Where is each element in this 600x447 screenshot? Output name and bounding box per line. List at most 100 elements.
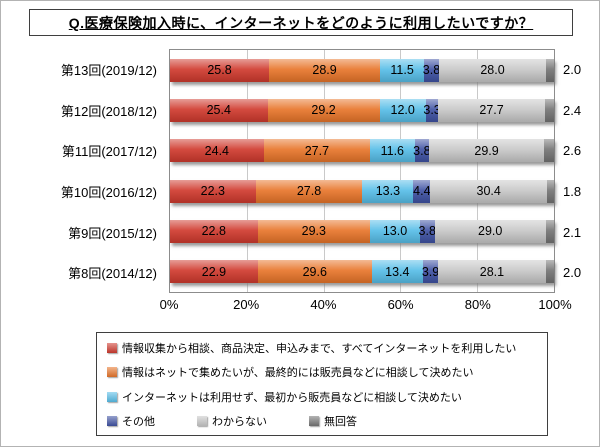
legend-row: 情報はネットで集めたいが、最終的には販売員などに相談して決めたい [107,364,537,380]
x-tick-label: 60% [387,297,414,312]
segment-value: 25.8 [207,63,232,78]
segment-value: 12.0 [390,103,415,118]
stacked-bar: 22.8 29.3 13.0 3.8 29.0 [170,219,554,243]
bar-segment: 27.7 [263,139,371,163]
bar-segment: 3.8 [422,58,441,82]
segment-value: 11.6 [380,143,405,158]
bar-segment: 12.0 [379,98,426,122]
segment-value: 22.3 [200,184,225,199]
bar-segment: 29.3 [257,219,371,243]
bar-segment: 13.0 [370,219,420,243]
bar-segment: 25.4 [170,98,268,122]
legend-item: インターネットは利用せず、最初から販売員などに相談して決めたい [107,389,462,405]
legend-item: 情報収集から相談、商品決定、申込みまで、すべてインターネットを利用したい [107,340,516,356]
bar-segment: 25.8 [170,58,270,82]
bar-segment: 28.9 [269,58,381,82]
bar-segment: 11.6 [370,139,415,163]
bar-row: 24.4 27.7 11.6 3.8 29.9 [170,131,554,171]
segment-value: 24.4 [204,143,230,158]
bar-rows: 25.8 28.9 11.5 3.8 28.0 25.4 29.2 12.0 3.3 27.7 24… [170,50,554,292]
bar-segment: 3.8 [419,219,436,243]
legend-row: インターネットは利用せず、最初から販売員などに相談して決めたい [107,389,537,405]
legend-marker [197,415,207,426]
legend-item: 無回答 [309,413,357,429]
segment-value: 22.9 [201,264,227,279]
bar-segment [544,98,554,122]
category-labels: 第13回(2019/12) 第12回(2018/12) 第11回(2017/12) 第… [3,49,163,293]
segment-value: 28.1 [479,264,505,279]
bar-row: 22.3 27.8 13.3 4.4 30.4 [170,171,554,211]
bar-segment: 13.3 [362,179,414,203]
bar-segment: 13.4 [371,260,424,284]
legend-item: その他 [107,413,155,429]
legend-row: 情報収集から相談、商品決定、申込みまで、すべてインターネットを利用したい [107,340,537,356]
legend-marker [107,415,117,426]
segment-value: 3.8 [413,143,431,158]
segment-value: 28.0 [480,63,505,78]
segment-value: 3.9 [421,264,440,279]
legend-item: わからない [197,413,267,429]
segment-value: 29.9 [474,143,499,158]
legend-label: インターネットは利用せず、最初から販売員などに相談して決めたい [122,391,462,404]
x-tick-label: 80% [464,297,491,312]
bar-segment: 22.8 [170,219,258,243]
bar-segment: 29.0 [434,219,546,243]
x-tick-label: 100% [538,297,572,312]
segment-value: 22.8 [201,224,226,239]
x-tick-label: 40% [310,297,337,312]
segment-value: 29.3 [301,224,326,239]
x-tick-label: 0% [159,297,179,312]
segment-value: 29.6 [302,264,327,279]
segment-value: 11.5 [390,63,414,78]
category-label: 第10回(2016/12) [60,184,157,200]
segment-value: 29.2 [311,103,336,118]
segment-value: 28.9 [312,63,337,78]
bar-segment: 30.4 [430,179,548,203]
legend-marker [107,343,117,353]
bar-segment [546,58,554,82]
segment-value: 4.4 [413,184,431,199]
x-axis: 0% 20% 40% 60% 80% 100% [160,297,572,313]
segment-value: 25.4 [206,103,231,118]
bar-row: 25.4 29.2 12.0 3.3 27.7 [170,90,554,130]
category-label: 第12回(2018/12) [60,103,157,119]
bar-row: 22.8 29.3 13.0 3.8 29.0 [170,211,554,251]
segment-value: 27.7 [304,143,330,158]
segment-value: 27.7 [479,103,504,118]
category-label: 第11回(2017/12) [61,144,157,160]
category-label: 第13回(2019/12) [60,62,157,78]
legend-label: その他 [122,415,155,428]
segment-value: 3.8 [422,63,441,78]
legend-marker [107,391,117,402]
category-label: 第9回(2015/12) [68,225,157,241]
bar-segment: 28.1 [438,260,546,284]
stacked-bar: 22.3 27.8 13.3 4.4 30.4 [170,179,554,203]
segment-value-outside: 1.8 [563,183,582,199]
segment-value: 29.0 [478,224,503,239]
stacked-bar: 25.4 29.2 12.0 3.3 27.7 [170,98,554,122]
outside-labels: 2.0 2.4 2.6 1.8 2.1 2.0 [559,49,599,293]
gridline [477,50,479,292]
segment-value-outside: 2.6 [563,143,582,159]
legend-row: その他 わからない 無回答 [107,413,537,429]
segment-value-outside: 2.0 [563,61,582,77]
segment-value-outside: 2.0 [563,265,582,281]
plot-area: 25.8 28.9 11.5 3.8 28.0 25.4 29.2 12.0 3.3 27.7 24… [169,49,555,293]
legend-marker [107,367,117,378]
bar-segment [545,260,554,284]
bar-segment: 28.0 [438,58,547,82]
bar-segment: 29.9 [429,139,544,163]
bar-row: 22.9 29.6 13.4 3.9 28.1 [170,252,554,292]
bar-row: 25.8 28.9 11.5 3.8 28.0 [170,50,554,90]
segment-value-outside: 2.1 [563,224,582,240]
legend-marker [309,415,319,426]
segment-value: 27.8 [296,184,322,199]
legend: 情報収集から相談、商品決定、申込みまで、すべてインターネットを利用したい 情報はネ… [96,332,548,436]
bar-segment: 22.3 [170,179,256,203]
gridline [400,50,402,292]
bar-segment: 24.4 [170,139,264,163]
legend-item: 情報はネットで集めたいが、最終的には販売員などに相談して決めたい [107,364,473,380]
legend-label: わからない [212,415,267,428]
segment-value: 3.3 [423,103,441,118]
gridline [323,50,325,292]
